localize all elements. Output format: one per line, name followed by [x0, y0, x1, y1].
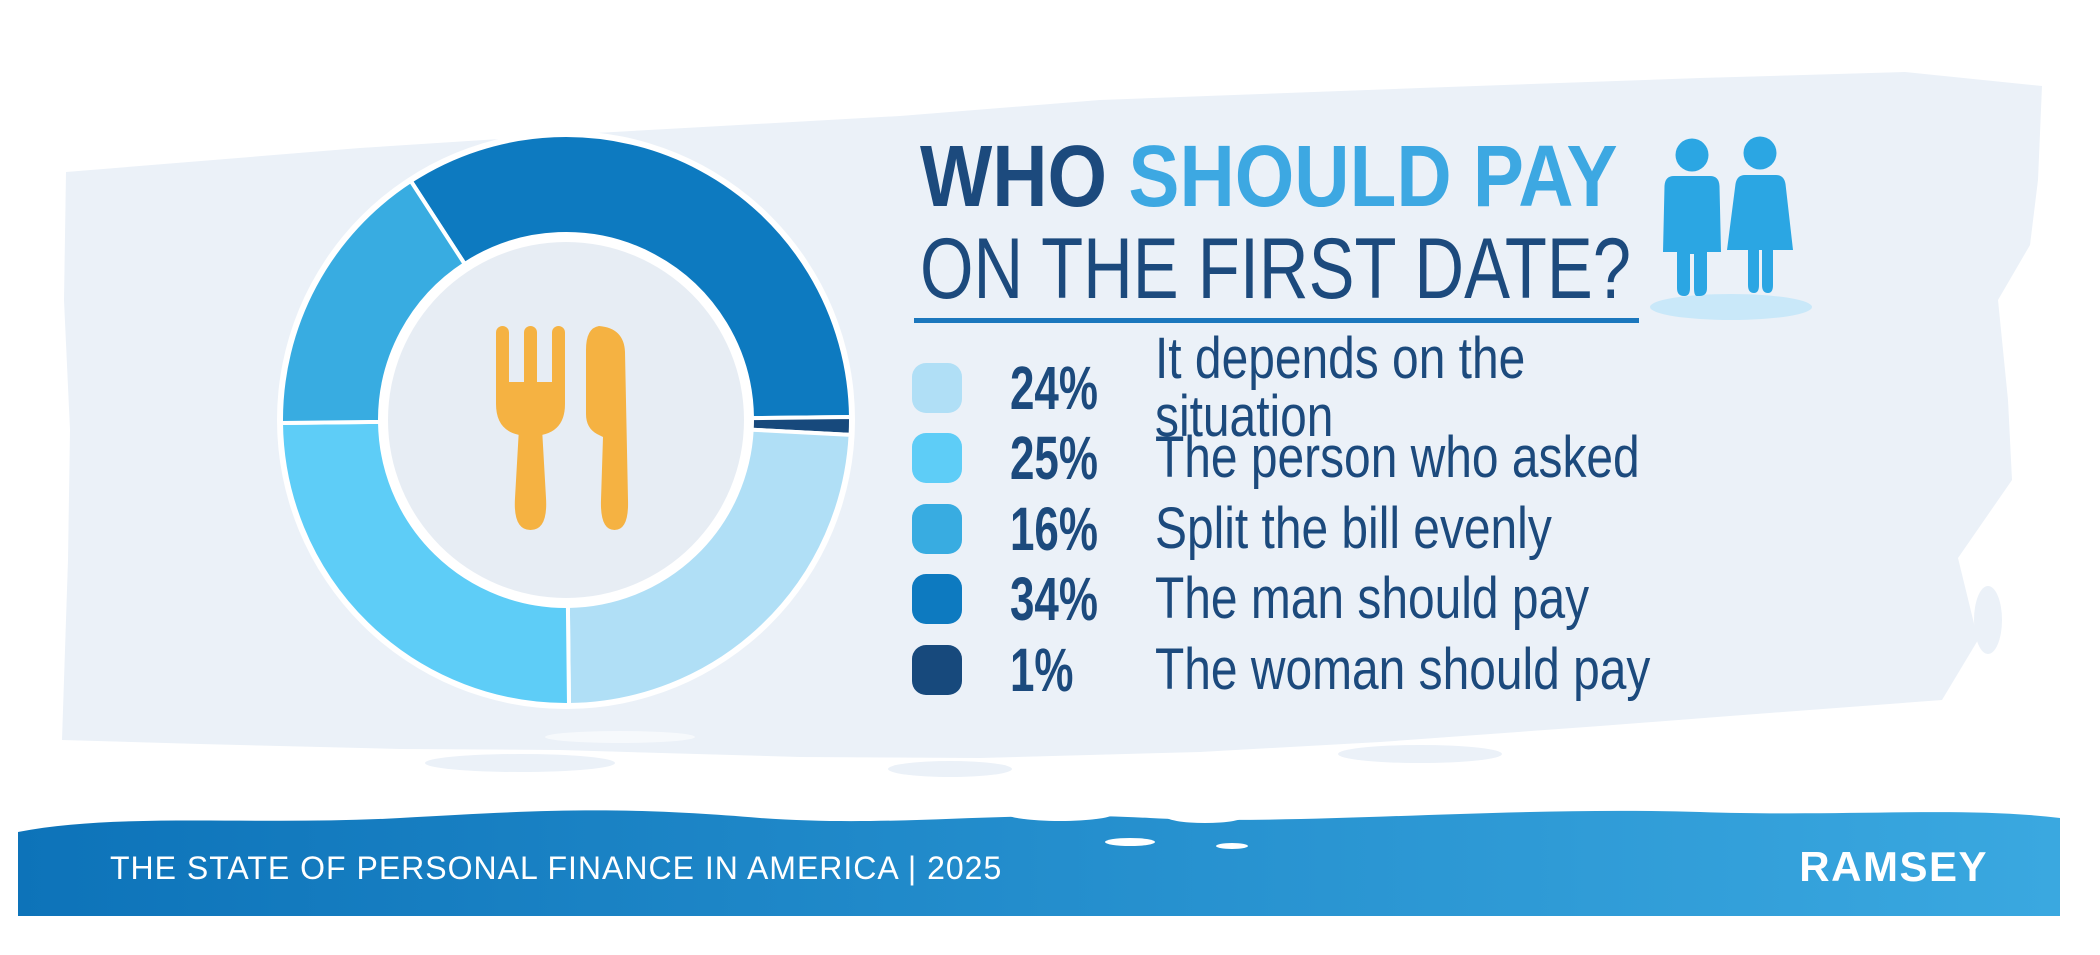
brush-speck — [888, 761, 1012, 777]
footer-brush-gap — [1105, 838, 1155, 846]
footer-brush-gap — [1005, 805, 1115, 821]
legend-percent: 34% — [1010, 564, 1098, 633]
legend-row: 1% The woman should pay — [912, 635, 1812, 704]
fork-icon — [496, 326, 565, 530]
brush-gap — [545, 731, 695, 743]
footer-brush-gap — [1165, 809, 1245, 823]
donut-chart — [277, 131, 855, 709]
brush-speck — [1974, 586, 2002, 654]
footer-bar — [18, 805, 2060, 916]
legend-label: It depends on the situation — [1155, 326, 1526, 449]
ramsey-logo: RAMSEY — [1799, 843, 1988, 890]
legend-row: 25% The person who asked — [912, 423, 1812, 492]
footer-brush-gap — [1216, 843, 1248, 849]
page-title-line2: ON THE FIRST DATE? — [920, 221, 1632, 317]
legend-label: The woman should pay — [1155, 637, 1651, 702]
footer-source-text: THE STATE OF PERSONAL FINANCE IN AMERICA… — [110, 850, 1003, 886]
man-icon — [1663, 138, 1721, 296]
title-who: WHO — [920, 128, 1108, 225]
legend-row: 24% It depends on the situation — [912, 326, 1812, 449]
legend-swatch — [912, 574, 962, 624]
legend-swatch — [912, 363, 962, 413]
couple-icon — [1650, 136, 1812, 320]
page-title-line1: WHO SHOULD PAY — [920, 133, 1713, 220]
legend-label: The person who asked — [1155, 425, 1640, 490]
couple-shadow — [1650, 294, 1812, 320]
legend-row: 34% The man should pay — [912, 564, 1812, 633]
brush-speck — [1338, 745, 1502, 763]
legend-row: 16% Split the bill evenly — [912, 494, 1812, 563]
knife-icon — [586, 326, 629, 530]
legend-percent: 16% — [1010, 494, 1098, 563]
legend-swatch — [912, 645, 962, 695]
brush-speck — [425, 754, 615, 772]
legend-swatch — [912, 504, 962, 554]
legend-label: Split the bill evenly — [1155, 496, 1552, 561]
legend-percent: 25% — [1010, 423, 1098, 492]
title-should-pay: SHOULD PAY — [1107, 128, 1618, 225]
plate-circle — [388, 242, 744, 598]
title-underline — [914, 318, 1639, 323]
fork-and-knife-icon — [496, 326, 629, 530]
woman-icon — [1727, 136, 1793, 293]
legend-percent: 1% — [1010, 635, 1074, 704]
legend-percent: 24% — [1010, 353, 1098, 422]
legend-swatch — [912, 433, 962, 483]
legend-label: The man should pay — [1155, 566, 1590, 631]
